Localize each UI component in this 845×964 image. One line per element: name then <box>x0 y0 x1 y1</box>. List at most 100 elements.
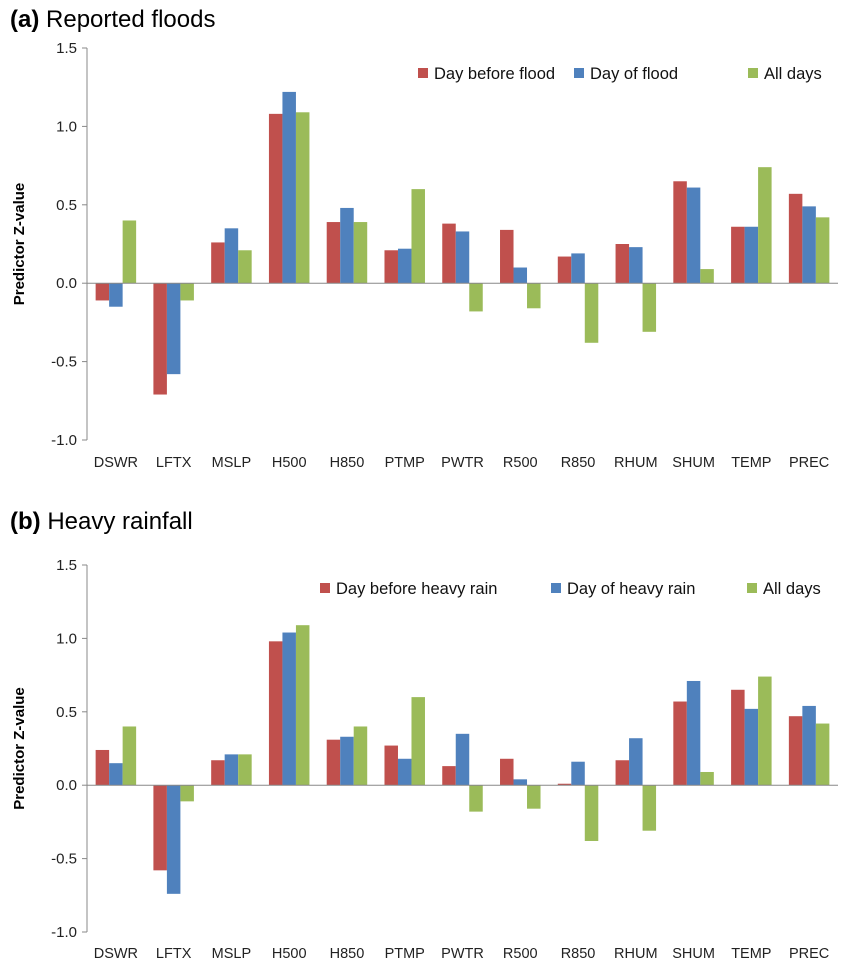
bar <box>282 91 296 284</box>
bar <box>95 283 110 301</box>
x-tick-label: PWTR <box>441 455 484 471</box>
bar <box>211 242 225 284</box>
bar <box>500 758 514 786</box>
y-tick-label: -1.0 <box>51 432 77 449</box>
y-tick-label: 1.0 <box>56 118 77 135</box>
bar <box>686 187 701 284</box>
bar <box>153 283 167 395</box>
bar <box>455 231 470 284</box>
bar <box>411 697 425 786</box>
bar <box>180 785 194 802</box>
bar <box>268 641 283 786</box>
legend-swatch <box>418 68 428 78</box>
bar <box>282 632 296 786</box>
bar <box>500 229 514 284</box>
x-tick-label: H500 <box>272 455 307 471</box>
bar <box>513 779 528 786</box>
x-tick-label: R850 <box>561 455 596 471</box>
y-tick-label: 1.5 <box>56 557 77 574</box>
bar <box>353 222 368 284</box>
bar <box>95 749 110 786</box>
y-tick-label: -0.5 <box>51 851 77 868</box>
bar <box>326 222 341 284</box>
bar <box>397 248 412 284</box>
x-tick-label: H850 <box>330 946 365 962</box>
bar <box>815 217 830 284</box>
legend-swatch <box>748 68 758 78</box>
panel-a-title: (a) Reported floods <box>10 6 215 34</box>
x-tick-label: PWTR <box>441 946 484 962</box>
bar <box>731 689 745 786</box>
panel-b-title-text: Heavy rainfall <box>47 508 193 535</box>
bar <box>238 250 252 284</box>
bar <box>211 760 225 786</box>
legend-label: Day before heavy rain <box>336 580 497 598</box>
chart-a-svg: Predictor Z-value 1.5 1.0 0.5 0.0 -0.5 -1.0 DSW… <box>11 40 838 471</box>
bar <box>584 785 599 841</box>
bar <box>442 223 456 284</box>
bar <box>513 267 528 284</box>
bar <box>353 726 368 786</box>
bar <box>673 181 687 284</box>
bar <box>469 785 483 812</box>
x-tick-label: SHUM <box>672 455 715 471</box>
chart-panel-a: Predictor Z-value 1.5 1.0 0.5 0.0 -0.5 -1.0 DSW… <box>0 0 845 480</box>
x-tick-label: LFTX <box>156 946 192 962</box>
bar <box>153 785 167 871</box>
bar <box>788 193 803 284</box>
bar <box>744 226 759 284</box>
legend-swatch <box>551 583 561 593</box>
bar <box>731 226 745 284</box>
bar <box>122 726 137 786</box>
legend-label: Day of flood <box>590 65 678 83</box>
x-tick-label: R850 <box>561 946 596 962</box>
y-tick-label: 1.5 <box>56 40 77 57</box>
bar <box>224 754 239 786</box>
bar <box>340 736 354 786</box>
y-tick-label: 0.0 <box>56 275 77 292</box>
bar <box>557 256 572 284</box>
y-tick-label: 1.0 <box>56 630 77 647</box>
bar <box>642 283 657 332</box>
bar <box>673 701 687 786</box>
legend-label: All days <box>764 65 822 83</box>
bar <box>455 733 470 786</box>
bar <box>397 758 412 786</box>
bar <box>442 766 456 786</box>
x-tick-label: R500 <box>503 946 538 962</box>
bar <box>384 745 398 786</box>
y-tick-label: 0.0 <box>56 777 77 794</box>
bar <box>180 283 194 301</box>
x-tick-label: PTMP <box>385 946 425 962</box>
bar <box>109 283 123 307</box>
panel-a-title-text: Reported floods <box>46 6 216 33</box>
x-tick-label: MSLP <box>212 946 252 962</box>
y-tick-label: 0.5 <box>56 197 77 214</box>
bar <box>557 783 572 786</box>
x-tick-label: R500 <box>503 455 538 471</box>
bar <box>527 283 541 309</box>
x-tick-label: H850 <box>330 455 365 471</box>
bar <box>615 244 630 284</box>
bar <box>584 283 599 343</box>
bar <box>802 206 816 284</box>
bar <box>268 113 283 284</box>
x-tick-label: TEMP <box>731 946 771 962</box>
x-tick-label: RHUM <box>614 946 658 962</box>
panel-a-letter: (a) <box>10 6 40 33</box>
bar <box>411 189 425 284</box>
x-tick-label: PREC <box>789 946 829 962</box>
bar <box>571 761 585 786</box>
x-tick-label: LFTX <box>156 455 192 471</box>
bar <box>758 167 772 284</box>
bar <box>571 253 585 284</box>
bar <box>166 283 181 375</box>
bar <box>629 247 643 284</box>
x-tick-label: H500 <box>272 946 307 962</box>
bar <box>527 785 541 809</box>
x-tick-label: RHUM <box>614 455 658 471</box>
x-tick-label: TEMP <box>731 455 771 471</box>
bar <box>686 680 701 786</box>
y-tick-label: -0.5 <box>51 354 77 371</box>
x-tick-label: DSWR <box>94 946 138 962</box>
